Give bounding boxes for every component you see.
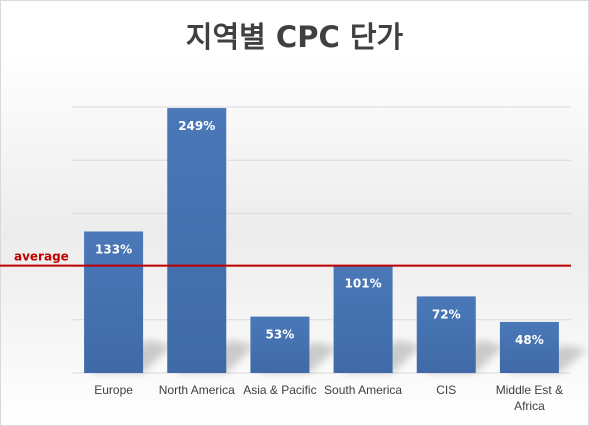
bar [416, 296, 476, 373]
data-label: 72% [432, 307, 461, 321]
bar [499, 321, 559, 373]
average-label: average [14, 250, 69, 264]
x-tick-label: CIS [436, 383, 456, 397]
x-tick-label: South America [324, 383, 402, 397]
bar [333, 265, 393, 373]
data-label: 48% [515, 333, 544, 347]
x-tick-label: Middle Est & [496, 383, 563, 397]
x-tick-label: Europe [94, 383, 133, 397]
data-label: 101% [345, 277, 382, 291]
x-tick-label: North America [159, 383, 235, 397]
x-tick-label: Asia & Pacific [243, 383, 316, 397]
bar [250, 316, 310, 373]
data-label: 133% [95, 242, 132, 256]
bar [167, 108, 227, 374]
chart-title: 지역별 CPC 단가 [185, 20, 404, 54]
x-tick-label: Africa [514, 399, 545, 413]
data-label: 249% [178, 119, 215, 133]
bar [84, 231, 144, 373]
data-label: 53% [266, 328, 295, 342]
